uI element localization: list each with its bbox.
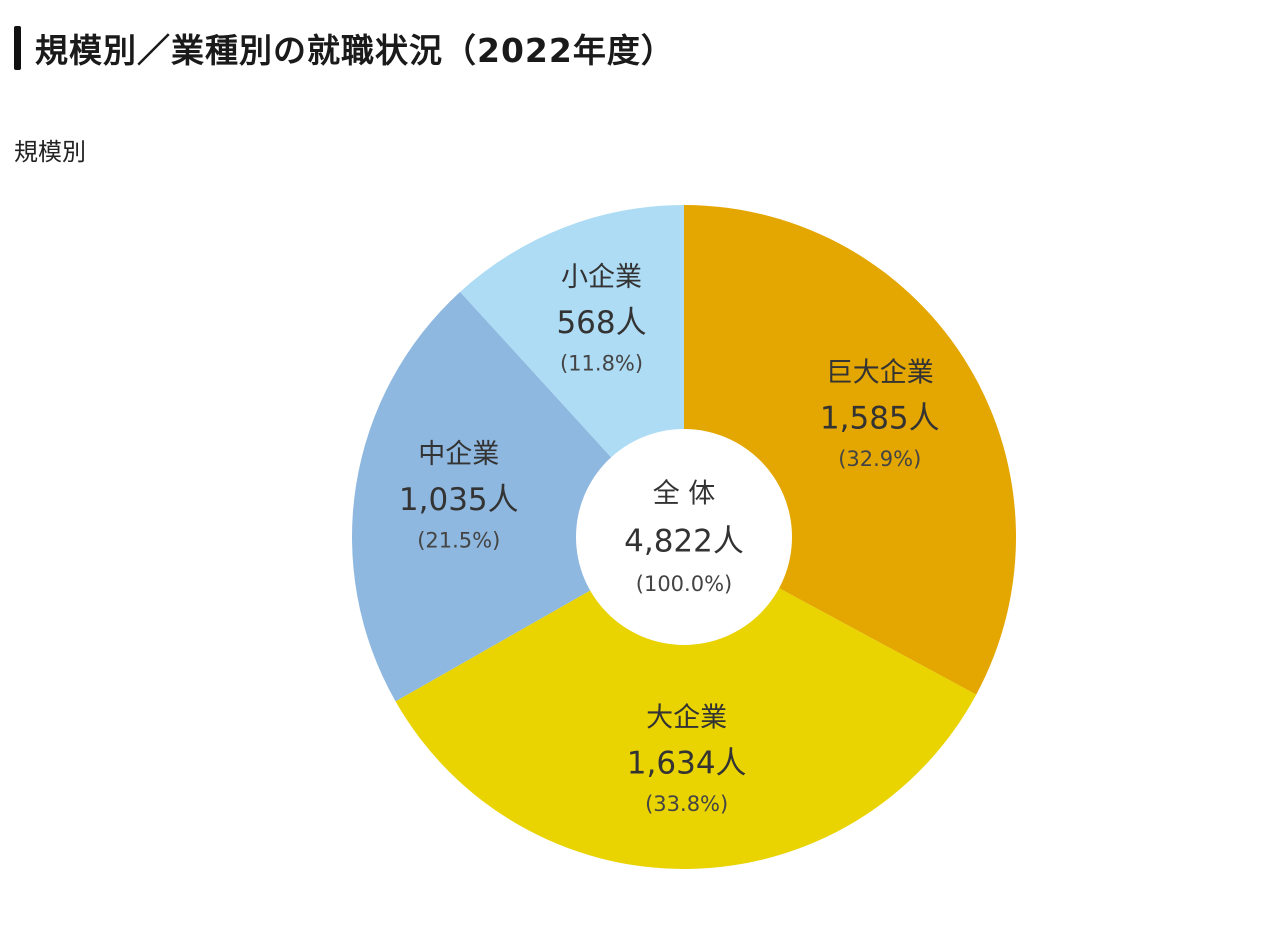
slice-percent: (11.8%) — [560, 351, 643, 375]
slice-percent: (32.9%) — [838, 447, 921, 471]
donut-hole — [576, 429, 792, 645]
donut-slices — [352, 205, 1016, 869]
heading-accent-bar — [14, 26, 21, 70]
center-labels: 全 体 4,822人 (100.0%) — [624, 479, 744, 597]
center-label: 全 体 — [653, 479, 716, 510]
slice-value: 1,035人 — [399, 482, 519, 518]
donut-slice-3 — [352, 291, 684, 702]
slice-percent: (21.5%) — [417, 528, 500, 552]
center-value: 4,822人 — [624, 524, 744, 560]
slice-percent: (33.8%) — [645, 792, 728, 816]
section-title: 規模別／業種別の就職状況（2022年度） — [35, 31, 675, 70]
slice-name: 中企業 — [418, 439, 499, 470]
slice-name: 大企業 — [646, 702, 727, 733]
slice-labels: 巨大企業 1,585人 (32.9%) 大企業 1,634人 (33.8%) 中企業 1,03… — [399, 262, 940, 816]
slice-name: 小企業 — [561, 262, 642, 293]
slice-value: 568人 — [556, 305, 646, 341]
section-heading: 規模別／業種別の就職状況（2022年度） — [14, 24, 675, 72]
chart-subheading: 規模別 — [14, 138, 86, 166]
center-percent: (100.0%) — [636, 572, 732, 596]
slice-value: 1,585人 — [820, 401, 940, 437]
slice-name: 巨大企業 — [826, 358, 934, 389]
slice-value: 1,634人 — [627, 745, 747, 781]
donut-slice-2 — [395, 537, 977, 869]
